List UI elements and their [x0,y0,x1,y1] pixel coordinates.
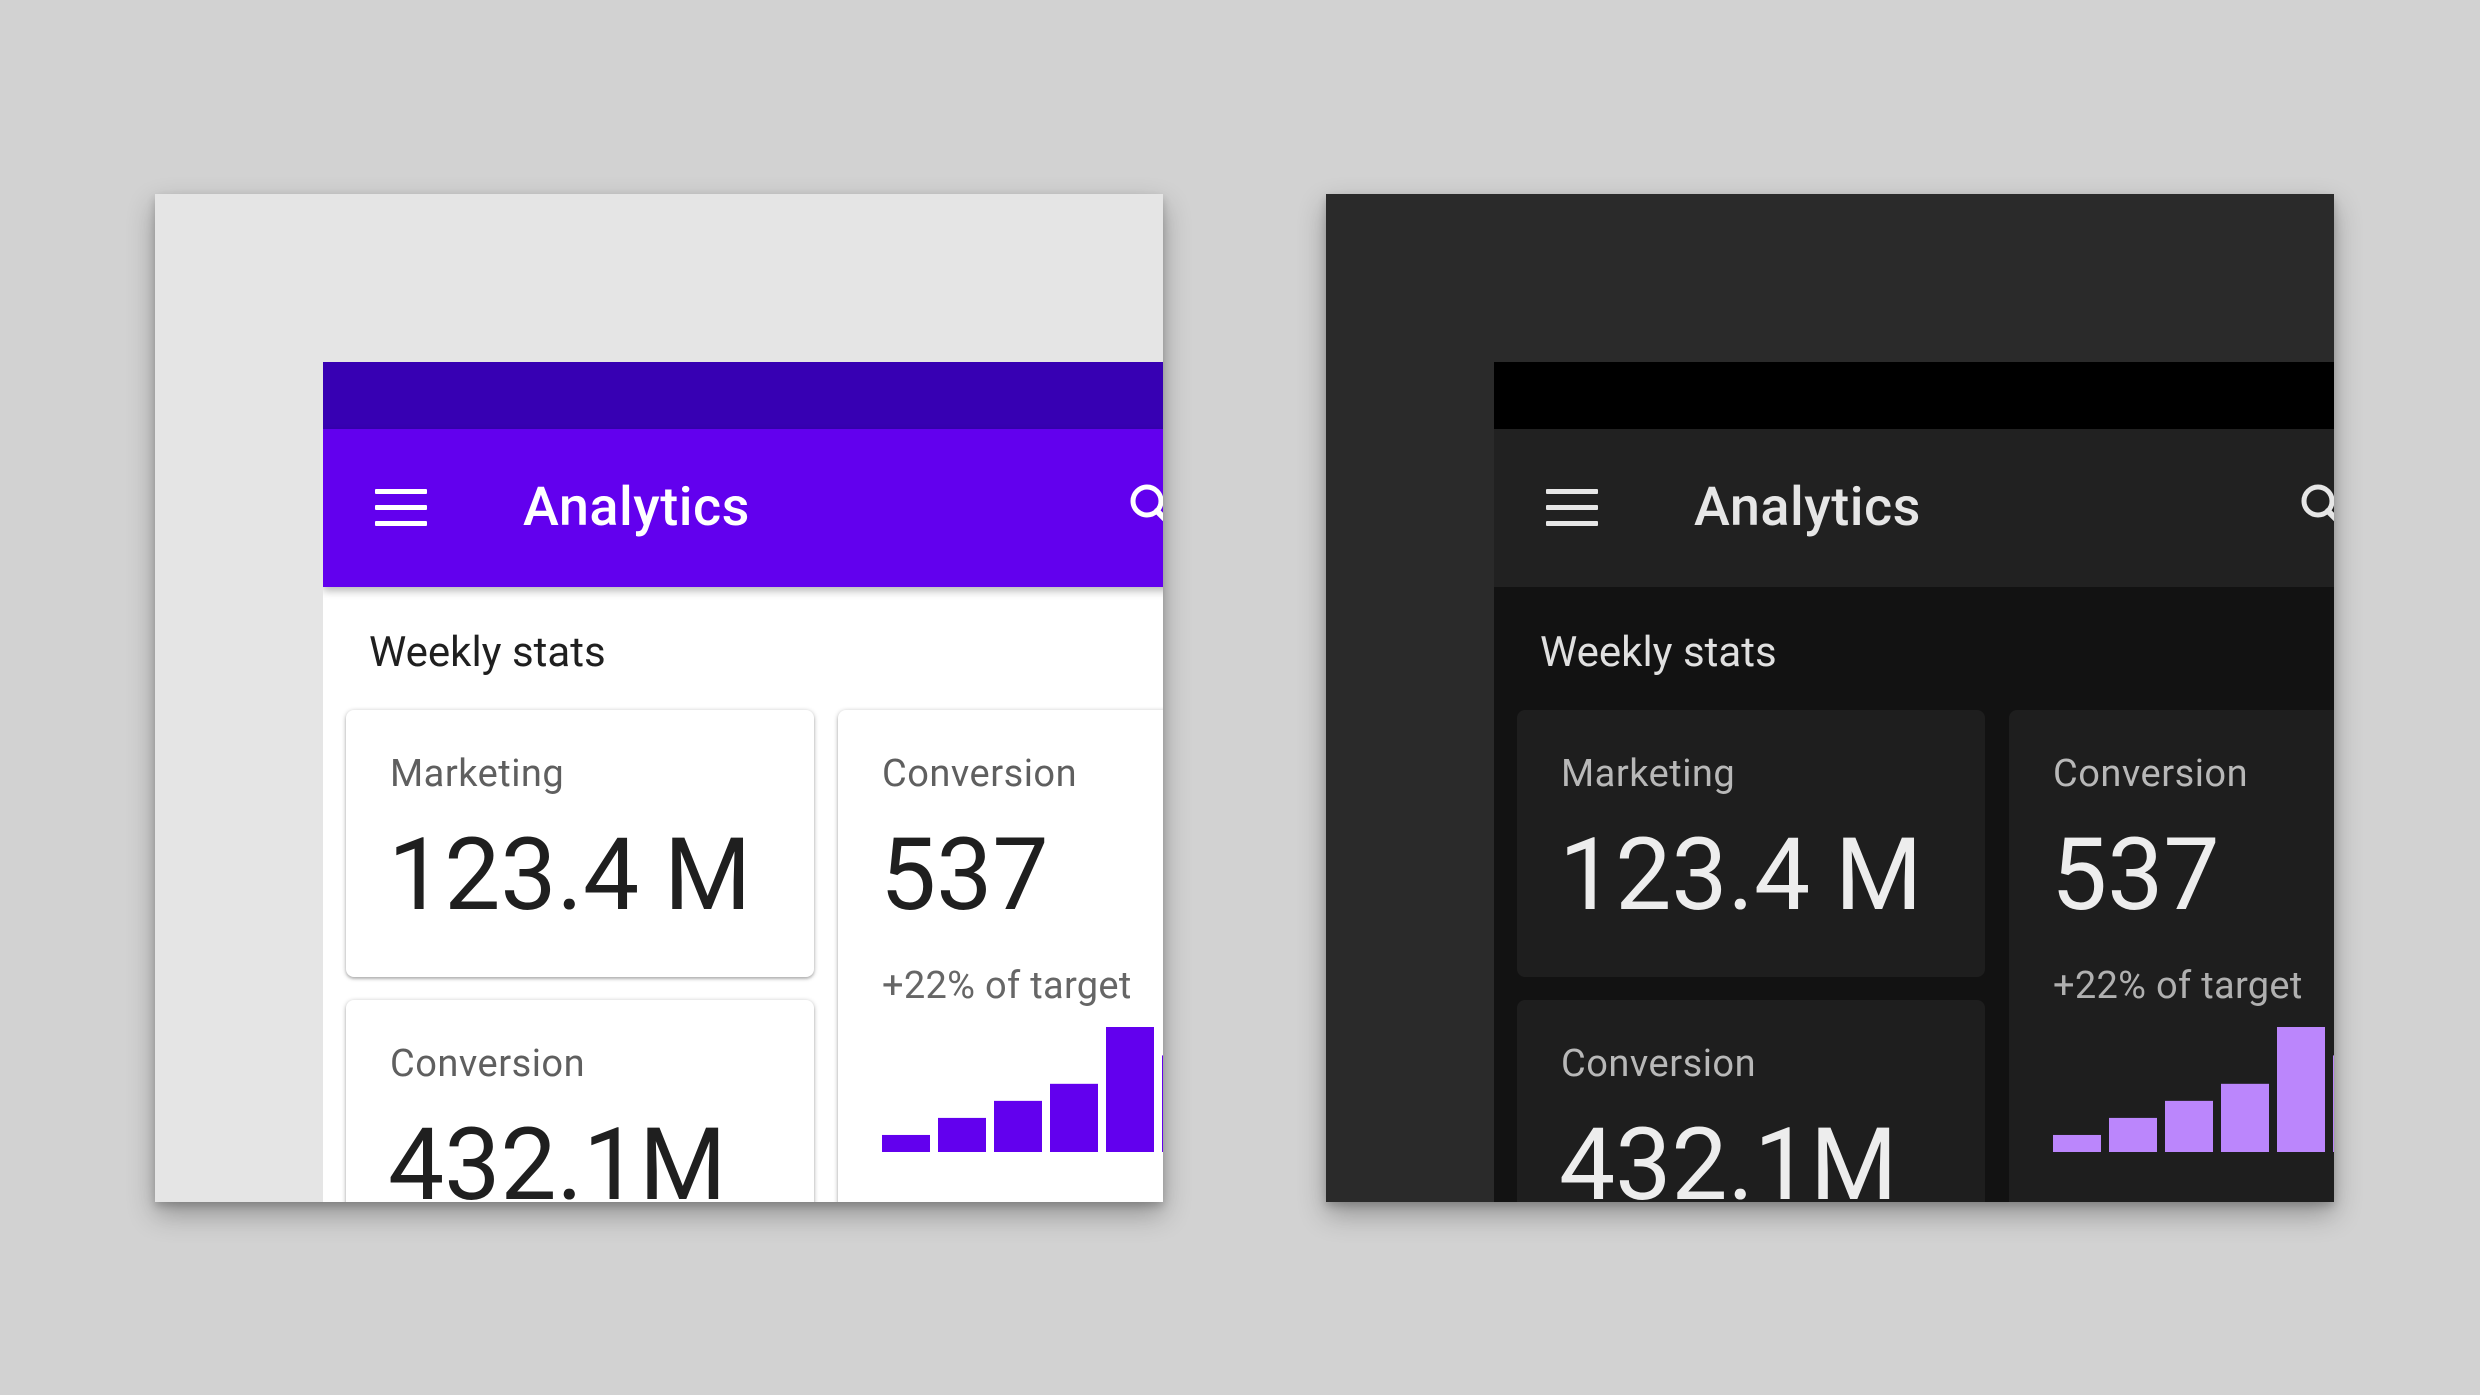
app-title: Analytics [1694,476,1921,539]
card-label: Conversion [2053,752,2249,796]
stat-card-marketing[interactable]: Marketing 123.4 M [346,710,814,977]
card-subtitle: +22% of target [2053,964,2303,1008]
card-value: 432.1M [1559,1107,1898,1202]
card-value: 432.1M [388,1107,727,1202]
top-app-bar: Analytics [323,429,1163,587]
chart-bar [882,1134,930,1152]
card-label: Marketing [390,752,565,796]
stat-card-conversion[interactable]: Conversion 432.1M [1517,1000,1985,1202]
chart-bar [1106,1027,1154,1152]
app-title: Analytics [523,476,750,539]
section-title: Weekly stats [1540,628,1777,677]
stat-card-conversion-chart[interactable]: Conversion 537 +22% of target [838,710,1163,1202]
stat-card-marketing[interactable]: Marketing 123.4 M [1517,710,1985,977]
menu-icon[interactable] [1546,489,1598,527]
light-theme-panel: Analytics Weekly stats Marketing 123.4 M… [155,194,1163,1202]
chart-bar [2165,1100,2213,1152]
chart-bar [1162,1055,1163,1152]
chart-bar [2221,1083,2269,1152]
chart-bar [2109,1117,2157,1152]
card-label: Conversion [390,1042,586,1086]
top-app-bar: Analytics [1494,429,2334,587]
search-icon[interactable] [2296,479,2334,535]
chart-bar [938,1117,986,1152]
card-label: Marketing [1561,752,1736,796]
card-subtitle: +22% of target [882,964,1132,1008]
card-label: Conversion [1561,1042,1757,1086]
weekly-bar-chart [2053,1027,2334,1152]
search-icon[interactable] [1125,479,1163,535]
menu-icon[interactable] [375,489,427,527]
chart-bar [2053,1134,2101,1152]
weekly-bar-chart [882,1027,1163,1152]
phone-screen: Analytics Weekly stats Marketing 123.4 M… [323,362,1163,1202]
stat-card-conversion[interactable]: Conversion 432.1M [346,1000,814,1202]
stat-card-conversion-chart[interactable]: Conversion 537 +22% of target [2009,710,2334,1202]
status-bar [323,362,1163,429]
card-value: 123.4 M [388,817,752,934]
card-value: 123.4 M [1559,817,1923,934]
phone-screen: Analytics Weekly stats Marketing 123.4 M… [1494,362,2334,1202]
chart-bar [1050,1083,1098,1152]
card-value: 537 [880,817,1049,934]
chart-bar [2333,1055,2334,1152]
card-label: Conversion [882,752,1078,796]
card-value: 537 [2051,817,2220,934]
dark-theme-panel: Analytics Weekly stats Marketing 123.4 M… [1326,194,2334,1202]
status-bar [1494,362,2334,429]
chart-bar [994,1100,1042,1152]
section-title: Weekly stats [369,628,606,677]
chart-bar [2277,1027,2325,1152]
